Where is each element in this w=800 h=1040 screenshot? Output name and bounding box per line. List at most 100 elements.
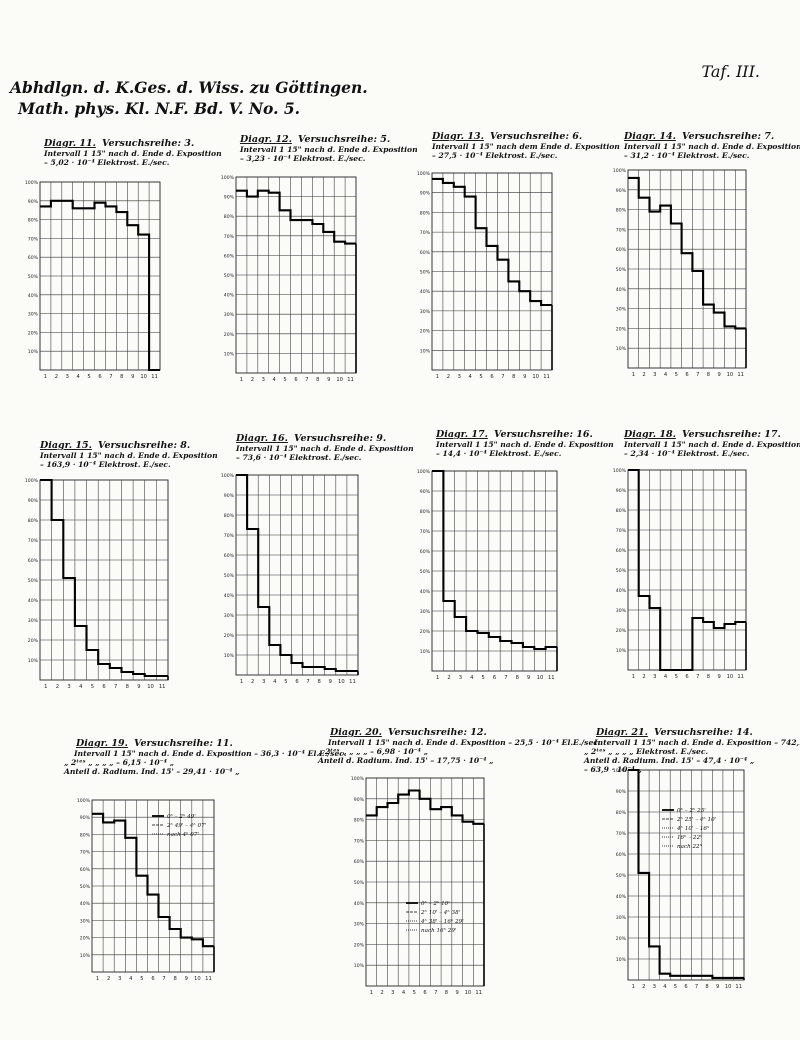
y-tick-label: 60%: [28, 255, 39, 261]
diagram-title: Diagr. 18.: [623, 429, 676, 440]
x-tick-label: 10: [338, 679, 345, 685]
x-tick-label: 8: [174, 976, 177, 982]
x-tick-label: 9: [185, 976, 188, 982]
x-tick-label: 11: [475, 990, 482, 996]
diagram-title: Diagr. 13.: [431, 131, 484, 142]
y-tick-label: 40%: [28, 598, 39, 604]
x-tick-label: 10: [147, 684, 154, 690]
y-tick-label: 80%: [354, 818, 365, 824]
x-tick-label: 6: [295, 679, 298, 685]
subtitle-line: – 163,9 · 10⁻⁴ Elektrost. E./sec.: [40, 460, 171, 469]
x-tick-label: 2: [251, 377, 254, 383]
series-label: Versuchsreihe: 3.: [102, 138, 194, 149]
y-tick-label: 60%: [616, 247, 627, 253]
legend-label: nach 16ʰ 29': [421, 927, 456, 934]
y-tick-label: 90%: [420, 489, 431, 495]
x-tick-label: 4: [77, 374, 81, 380]
legend-label: nach 22ʰ: [677, 843, 702, 850]
x-tick-label: 3: [66, 374, 69, 380]
x-tick-label: 1: [632, 984, 635, 990]
y-tick-label: 30%: [28, 618, 39, 624]
y-tick-label: 100%: [417, 469, 431, 475]
y-tick-label: 90%: [354, 797, 365, 803]
legend-label: 16ʰ – 22ʰ: [677, 834, 702, 841]
x-tick-label: 2: [642, 674, 645, 680]
y-tick-label: 20%: [28, 638, 39, 644]
y-tick-label: 10%: [28, 658, 39, 664]
x-tick-label: 5: [675, 372, 678, 378]
y-tick-label: 80%: [80, 832, 91, 838]
x-tick-label: 1: [44, 374, 47, 380]
x-tick-label: 5: [140, 976, 143, 982]
y-tick-label: 10%: [420, 348, 431, 354]
subtitle-line: – 73,6 · 10⁻⁴ Elektrost. E./sec.: [236, 453, 362, 462]
legend-label: 4ʰ 38' – 16ʰ 29': [420, 918, 464, 925]
x-tick-label: 6: [684, 984, 687, 990]
subtitle-line: Intervall 1 15" nach d. Ende d. Expositi…: [623, 440, 800, 449]
y-tick-label: 70%: [420, 529, 431, 535]
subtitle-line: – 3,23 · 10⁻⁴ Elektrost. E./sec.: [240, 154, 366, 163]
x-tick-label: 1: [96, 976, 99, 982]
x-tick-label: 3: [262, 377, 265, 383]
y-tick-label: 100%: [25, 478, 39, 484]
y-tick-label: 90%: [28, 498, 39, 504]
x-tick-label: 10: [532, 374, 539, 380]
x-tick-label: 11: [543, 374, 550, 380]
diagram-21: Diagr. 21. Versuchsreihe: 14.Intervall 1 …: [583, 727, 800, 990]
subtitle-line: – 27,5 · 10⁻⁴ Elektrost. E./sec.: [432, 151, 558, 160]
subtitle-line: Intervall 1 15" nach d. Ende d. Expositi…: [623, 142, 800, 151]
y-tick-label: 20%: [354, 942, 365, 948]
y-tick-label: 90%: [616, 488, 627, 494]
x-tick-label: 11: [151, 374, 158, 380]
x-tick-label: 7: [434, 990, 437, 996]
x-tick-label: 5: [479, 374, 482, 380]
diagram-title: Diagr. 15.: [39, 440, 92, 451]
y-tick-label: 10%: [616, 648, 627, 654]
x-tick-label: 1: [240, 679, 243, 685]
y-tick-label: 20%: [616, 936, 627, 942]
data-step-line: [628, 176, 746, 330]
subtitle-line: Intervall 1 15" nach d. Ende d. Expositi…: [239, 145, 418, 154]
y-tick-label: 80%: [420, 210, 431, 216]
diagram-12: Diagr. 12. Versuchsreihe: 5.Intervall 1 1…: [221, 134, 418, 383]
y-tick-label: 60%: [420, 250, 431, 256]
x-tick-label: 5: [91, 684, 94, 690]
y-tick-label: 50%: [420, 270, 431, 276]
x-tick-label: 5: [413, 990, 416, 996]
x-tick-label: 9: [718, 372, 721, 378]
diagram-18: Diagr. 18. Versuchsreihe: 17.Intervall 1 …: [613, 429, 800, 680]
diagram-11: Diagr. 11. Versuchsreihe: 3.Intervall 1 1…: [25, 138, 222, 380]
x-tick-label: 6: [151, 976, 154, 982]
y-tick-label: 20%: [28, 330, 39, 336]
y-tick-label: 50%: [80, 884, 91, 890]
x-tick-label: 7: [162, 976, 165, 982]
x-tick-label: 2: [107, 976, 110, 982]
y-tick-label: 40%: [224, 293, 235, 299]
x-tick-label: 8: [707, 674, 710, 680]
x-tick-label: 6: [423, 990, 426, 996]
y-tick-label: 60%: [354, 859, 365, 865]
x-tick-label: 3: [67, 684, 70, 690]
y-tick-label: 80%: [28, 218, 39, 224]
x-tick-label: 2: [642, 984, 645, 990]
subtitle-line: Intervall 1 15" nach d. Ende d. Expositi…: [327, 738, 601, 747]
x-tick-label: 10: [725, 984, 732, 990]
x-tick-label: 3: [391, 990, 394, 996]
x-tick-label: 7: [696, 372, 699, 378]
y-tick-label: 40%: [616, 588, 627, 594]
y-tick-label: 10%: [28, 349, 39, 355]
x-tick-label: 7: [501, 374, 504, 380]
series-label: Versuchsreihe: 16.: [494, 429, 593, 440]
y-tick-label: 80%: [224, 513, 235, 519]
legend-label: 0ʰ – 2ʰ 10': [421, 900, 450, 907]
y-tick-label: 30%: [28, 312, 39, 318]
y-tick-label: 100%: [613, 768, 627, 774]
x-tick-label: 7: [305, 377, 308, 383]
x-tick-label: 8: [705, 984, 708, 990]
y-tick-label: 10%: [616, 957, 627, 963]
data-step-line: [40, 478, 168, 678]
y-tick-label: 40%: [224, 593, 235, 599]
x-tick-label: 5: [283, 377, 286, 383]
subtitle-line: Anteil d. Radium. Ind. 15' – 47,4 · 10⁻⁴…: [583, 756, 754, 765]
y-tick-label: 40%: [80, 901, 91, 907]
